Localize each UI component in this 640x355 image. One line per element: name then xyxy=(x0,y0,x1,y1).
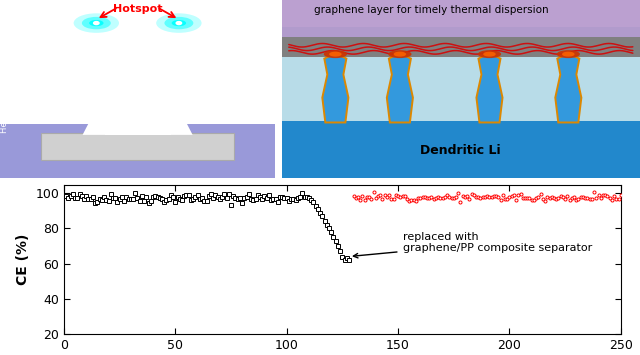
Ellipse shape xyxy=(172,20,186,26)
Bar xyxy=(282,37,640,57)
Text: replaced with
graphene/PP composite separator: replaced with graphene/PP composite sepa… xyxy=(353,232,592,258)
Ellipse shape xyxy=(324,50,347,58)
Text: Heat generation rate: Heat generation rate xyxy=(0,45,8,133)
Y-axis label: CE (%): CE (%) xyxy=(16,234,29,285)
Polygon shape xyxy=(323,53,348,122)
Polygon shape xyxy=(556,53,581,122)
Ellipse shape xyxy=(89,20,104,26)
Bar xyxy=(282,27,640,124)
Text: Dendritic Li: Dendritic Li xyxy=(420,144,501,157)
Bar xyxy=(104,91,171,135)
Polygon shape xyxy=(476,53,502,122)
Ellipse shape xyxy=(82,17,111,29)
Polygon shape xyxy=(55,21,132,92)
Ellipse shape xyxy=(562,51,575,56)
Ellipse shape xyxy=(329,51,342,56)
Ellipse shape xyxy=(483,51,496,56)
Ellipse shape xyxy=(74,13,119,33)
Ellipse shape xyxy=(164,17,193,29)
Bar xyxy=(282,0,640,39)
Ellipse shape xyxy=(175,21,182,25)
Ellipse shape xyxy=(388,50,412,58)
Text: Hotspot: Hotspot xyxy=(113,4,163,15)
Ellipse shape xyxy=(478,50,501,58)
Bar xyxy=(41,133,234,160)
Ellipse shape xyxy=(557,50,580,58)
Polygon shape xyxy=(387,53,413,122)
Ellipse shape xyxy=(156,13,202,33)
Bar xyxy=(0,124,275,178)
Text: graphene layer for timely thermal dispersion: graphene layer for timely thermal disper… xyxy=(314,5,548,15)
Bar xyxy=(282,121,640,178)
Polygon shape xyxy=(83,92,193,135)
Ellipse shape xyxy=(394,51,406,56)
Ellipse shape xyxy=(93,21,100,25)
Polygon shape xyxy=(143,21,220,92)
